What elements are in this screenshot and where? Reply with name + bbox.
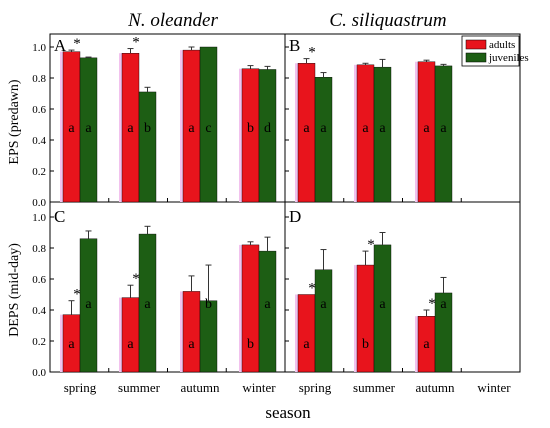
sig-letter-adults-B-2: a — [423, 121, 430, 136]
panel-label-D: D — [289, 207, 301, 226]
y-tick-label-A-5: 1.0 — [32, 42, 46, 54]
y-tick-label-A-0: 0.0 — [32, 197, 46, 209]
y-tick-label-C-1: 0.2 — [32, 336, 46, 348]
sig-letter-adults-A-0: a — [68, 121, 75, 136]
sig-letter-juveniles-C-1: a — [144, 297, 151, 312]
sig-letter-adults-A-3: b — [247, 121, 254, 136]
sig-letter-adults-C-1: a — [127, 337, 134, 352]
sig-letter-juveniles-D-1: a — [379, 297, 386, 312]
sig-letter-juveniles-D-0: a — [320, 297, 327, 312]
x-tick-label-C-2: autumn — [181, 380, 220, 395]
panel-A: 0.00.20.40.60.81.0a a*a b*a c b d — [32, 35, 277, 209]
sig-letter-juveniles-C-0: a — [85, 297, 92, 312]
significance-star-A-0: * — [73, 36, 81, 52]
legend-swatch-juveniles — [465, 52, 487, 63]
sig-letter-juveniles-B-2: a — [440, 121, 447, 136]
bar-juveniles-B-0 — [314, 77, 333, 203]
bar-juveniles-A-1 — [138, 91, 157, 203]
x-tick-label-D-1: summer — [353, 380, 396, 395]
sig-letter-adults-D-0: a — [303, 337, 310, 352]
sig-letter-adults-C-0: a — [68, 337, 75, 352]
sig-letter-juveniles-A-0: a — [85, 121, 92, 136]
sig-letter-juveniles-C-3: a — [264, 297, 271, 312]
y-tick-label-C-0: 0.0 — [32, 367, 46, 379]
panel-C: 0.0 0.2 0.4 0.6 0.8 1.0 spring a a * summer a a * autu… — [32, 212, 276, 395]
x-tick-label-C-1: summer — [118, 380, 161, 395]
legend: adults juveniles — [461, 35, 529, 67]
y-tick-label-C-5: 1.0 — [32, 212, 46, 224]
sig-letter-adults-B-0: a — [303, 121, 310, 136]
sig-letter-adults-A-2: a — [188, 121, 195, 136]
sig-letter-adults-C-3: b — [247, 337, 254, 352]
significance-star-D-2: * — [428, 296, 436, 312]
panel-label-C: C — [54, 207, 65, 226]
sig-letter-juveniles-A-2: c — [205, 121, 211, 136]
sig-letter-adults-D-1: b — [362, 337, 369, 352]
bar-adults-C-1 — [121, 297, 140, 373]
x-axis-label: season — [265, 403, 311, 422]
significance-star-D-0: * — [308, 281, 316, 297]
significance-star-C-1: * — [132, 271, 140, 287]
bar-adults-C-2 — [182, 291, 201, 373]
y-tick-label-C-3: 0.6 — [32, 274, 46, 286]
x-tick-label-D-0: spring — [299, 380, 332, 395]
significance-star-C-0: * — [73, 287, 81, 303]
y-tick-label-A-1: 0.2 — [32, 166, 46, 178]
y-tick-label-A-3: 0.6 — [32, 104, 46, 116]
panel-label-B: B — [289, 36, 300, 55]
sig-letter-juveniles-B-1: a — [379, 121, 386, 136]
sig-letter-juveniles-B-0: a — [320, 121, 327, 136]
y-tick-label-C-2: 0.4 — [32, 305, 46, 317]
y-tick-label-C-4: 0.8 — [32, 243, 46, 255]
x-tick-label-D-3: winter — [477, 380, 511, 395]
bar-juveniles-A-2 — [199, 46, 218, 203]
panel-label-A: A — [54, 36, 67, 55]
sig-letter-juveniles-C-2: b — [205, 297, 212, 312]
sig-letter-adults-A-1: a — [127, 121, 134, 136]
x-tick-label-C-0: spring — [64, 380, 97, 395]
legend-label-juveniles: juveniles — [488, 52, 529, 64]
significance-star-A-1: * — [132, 35, 140, 51]
sig-letter-adults-D-2: a — [423, 337, 430, 352]
y-axis-label-top: EPS (predawn) — [7, 79, 22, 164]
panel-B: a a*a a a a — [285, 45, 462, 203]
panel-D: spring a a * summer b a * autumn a a * winter — [285, 216, 511, 395]
sig-letter-juveniles-A-1: b — [144, 121, 151, 136]
sig-letter-adults-B-1: a — [362, 121, 369, 136]
y-axis-label-bottom: DEPS (mid-day) — [7, 243, 22, 337]
y-tick-label-A-2: 0.4 — [32, 135, 46, 147]
sig-letter-juveniles-A-3: d — [264, 121, 271, 136]
bar-juveniles-D-0 — [314, 269, 333, 373]
chart-marks: 0.00.20.40.60.81.0a a*a b*a c b d a a*a a a a0.00.… — [32, 35, 511, 395]
column-title-left: N. oleander — [127, 10, 218, 31]
sig-letter-adults-C-2: a — [188, 337, 195, 352]
bar-adults-D-0 — [297, 294, 316, 373]
x-tick-label-D-2: autumn — [416, 380, 455, 395]
bar-adults-D-1 — [356, 264, 375, 373]
significance-star-B-0: * — [308, 45, 316, 61]
sig-letter-juveniles-D-2: a — [440, 297, 447, 312]
legend-label-adults: adults — [489, 39, 515, 51]
legend-swatch-adults — [465, 39, 487, 50]
bar-adults-C-3 — [241, 244, 260, 373]
significance-star-D-1: * — [367, 237, 375, 253]
y-tick-label-A-4: 0.8 — [32, 73, 46, 85]
x-tick-label-C-3: winter — [242, 380, 276, 395]
column-title-right: C. siliquastrum — [329, 10, 446, 31]
